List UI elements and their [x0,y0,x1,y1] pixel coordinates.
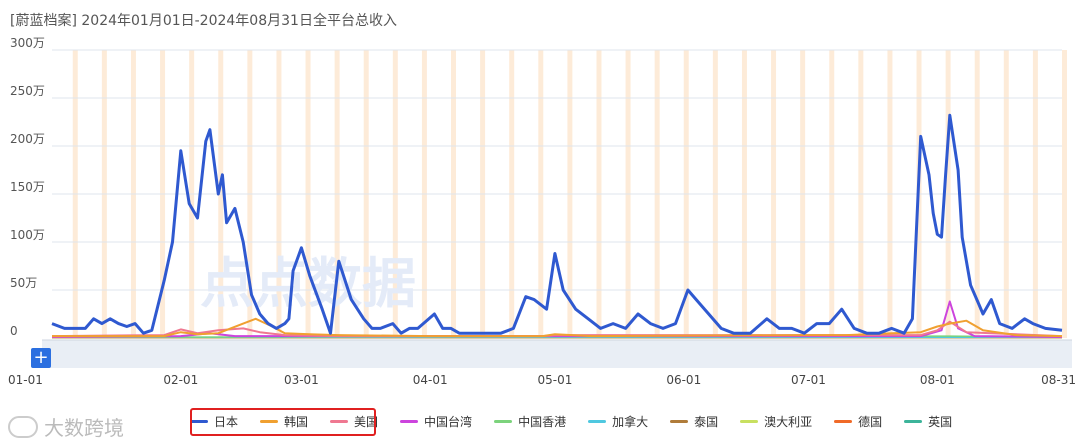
x-tick-label: 02-01 [163,373,198,387]
legend-item[interactable]: 中国香港 [494,413,566,430]
legend-swatch [400,419,419,423]
legend: 日本 韩国 美国 中国台湾 中国香港 加拿大 泰国 澳大利亚 德国 英国 [190,406,974,436]
legend-label: 英国 [928,414,953,429]
x-tick-label: 04-01 [413,373,448,387]
legend-label: 日本 [214,414,239,429]
x-tick-label: 01-01 [8,373,43,387]
legend-swatch [190,419,208,423]
series-line-韩国 [52,317,1063,338]
y-tick-label: 300万 [10,36,45,50]
event-band [1062,50,1067,338]
legend-swatch [670,419,689,423]
legend-item[interactable]: 德国 [834,413,882,430]
legend-item[interactable]: 美国 [330,413,378,430]
legend-label: 澳大利亚 [764,414,813,429]
legend-item[interactable]: 泰国 [670,413,718,430]
series-group [51,113,1063,339]
y-tick-label: 50万 [10,276,37,290]
y-tick-label: 0 [10,324,18,338]
legend-swatch [740,419,759,423]
legend-label: 加拿大 [612,414,649,429]
bottom-watermark: 大数跨境 [8,412,124,441]
x-tick-label: 03-01 [284,373,319,387]
legend-label: 泰国 [694,414,719,429]
watermark-bottom-text: 大数跨境 [44,416,124,440]
range-slider-track[interactable] [42,340,1072,368]
add-compare-button[interactable]: + [31,348,51,368]
legend-label: 中国台湾 [424,414,473,429]
legend-label: 美国 [354,414,379,429]
legend-item[interactable]: 中国台湾 [400,413,472,430]
x-tick-label: 08-01 [920,373,955,387]
x-tick-label: 05-01 [537,373,572,387]
series-line-日本 [51,113,1063,335]
legend-swatch [330,419,349,423]
legend-item[interactable]: 澳大利亚 [740,413,812,430]
legend-swatch [260,419,279,423]
watermark-logo-icon [8,415,38,438]
y-tick-label: 250万 [10,84,45,98]
x-tick-label: 06-01 [666,373,701,387]
legend-item[interactable]: 日本 [190,413,238,430]
y-tick-label: 100万 [10,228,45,242]
legend-item[interactable]: 加拿大 [588,413,648,430]
x-tick-label: 07-01 [791,373,826,387]
y-tick-label: 150万 [10,180,45,194]
y-tick-label: 200万 [10,132,45,146]
legend-swatch [904,419,923,423]
chart-title: [蔚蓝档案] 2024年01月01日-2024年08月31日全平台总收入 [10,13,397,29]
legend-item[interactable]: 韩国 [260,413,308,430]
x-tick-label: 08-31 [1041,373,1076,387]
legend-swatch [834,419,853,423]
legend-swatch [494,419,513,423]
legend-label: 中国香港 [518,414,567,429]
legend-item[interactable]: 英国 [904,413,952,430]
axes: 0 50万 100万 150万 200万 250万 300万 01-01 02-01 03-01 0… [8,36,1076,387]
legend-swatch [588,419,607,423]
watermark-center: 点点数据 [200,252,416,315]
legend-label: 韩国 [284,414,309,429]
legend-label: 德国 [858,414,883,429]
